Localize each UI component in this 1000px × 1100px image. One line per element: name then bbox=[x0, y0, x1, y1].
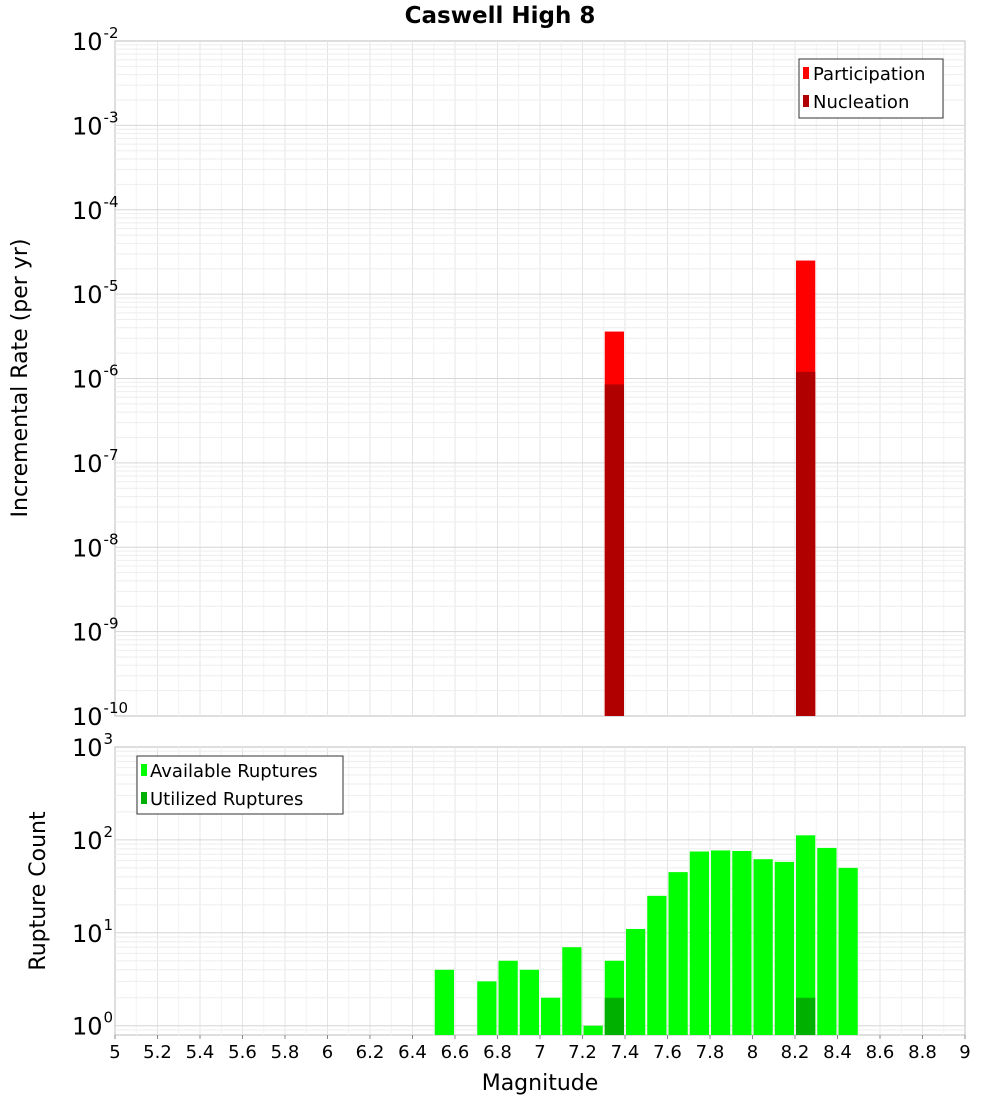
rupture-legend: Available Ruptures Utilized Ruptures bbox=[136, 755, 344, 815]
legend-participation-label: Participation bbox=[813, 64, 925, 85]
x-tick-label: 6.6 bbox=[441, 1042, 470, 1063]
y-tick-label: 10-9 bbox=[72, 615, 119, 647]
x-tick-label: 6.4 bbox=[398, 1042, 427, 1063]
y-tick-label: 10-7 bbox=[72, 446, 119, 478]
rate-plot-grid bbox=[115, 41, 965, 716]
rupture-bar-available-ruptures bbox=[753, 859, 773, 1035]
x-tick-label: 5.2 bbox=[143, 1042, 172, 1063]
x-tick-label: 5 bbox=[109, 1042, 120, 1063]
rupture-bar-available-ruptures bbox=[583, 1025, 603, 1035]
y-tick-label: 10-4 bbox=[72, 193, 119, 225]
x-tick-label: 8.8 bbox=[908, 1042, 937, 1063]
y-tick-label: 100 bbox=[72, 1009, 113, 1041]
rupture-bar-available-ruptures bbox=[626, 928, 646, 1035]
y-tick-label: 10-5 bbox=[72, 277, 119, 309]
x-tick-label: 5.4 bbox=[186, 1042, 215, 1063]
rate-bar-nucleation bbox=[604, 384, 624, 716]
rupture-legend-box bbox=[136, 755, 344, 815]
y-tick-label: 10-2 bbox=[72, 24, 119, 56]
x-tick-label: 6.8 bbox=[483, 1042, 512, 1063]
x-tick-label: 6 bbox=[322, 1042, 333, 1063]
x-tick-label: 8.6 bbox=[866, 1042, 895, 1063]
chart-title: Caswell High 8 bbox=[405, 3, 596, 29]
rupture-bar-available-ruptures bbox=[689, 851, 709, 1035]
rate-legend-box bbox=[798, 58, 944, 119]
rupture-bar-available-ruptures bbox=[498, 960, 518, 1035]
rupture-bar-available-ruptures bbox=[562, 947, 582, 1035]
rate-legend: Participation Nucleation bbox=[798, 58, 944, 119]
rupture-count-y-axis-label: Rupture Count bbox=[26, 811, 51, 971]
x-tick-label: 8 bbox=[747, 1042, 758, 1063]
legend-participation-swatch bbox=[803, 67, 809, 79]
rupture-bar-available-ruptures bbox=[541, 997, 561, 1035]
rate-y-axis-label: Incremental Rate (per yr) bbox=[8, 239, 33, 518]
y-tick-label: 101 bbox=[72, 916, 113, 948]
y-tick-label: 10-10 bbox=[72, 699, 128, 731]
x-tick-label: 6.2 bbox=[356, 1042, 385, 1063]
rupture-bar-available-ruptures bbox=[732, 850, 752, 1035]
legend-available-swatch bbox=[141, 764, 147, 776]
y-tick-label: 10-3 bbox=[72, 108, 119, 140]
rupture-bar-utilized-ruptures bbox=[604, 997, 624, 1035]
x-tick-label: 7 bbox=[534, 1042, 545, 1063]
y-tick-label: 10-8 bbox=[72, 530, 119, 562]
rupture-bar-available-ruptures bbox=[838, 867, 858, 1035]
y-tick-label: 102 bbox=[72, 823, 113, 855]
rupture-bar-available-ruptures bbox=[711, 850, 731, 1035]
rupture-bar-available-ruptures bbox=[477, 981, 497, 1035]
x-tick-label: 7.4 bbox=[611, 1042, 640, 1063]
rupture-bar-utilized-ruptures bbox=[796, 997, 816, 1035]
legend-nucleation-label: Nucleation bbox=[813, 92, 909, 113]
rate-y-ticks: 10-2 10-3 10-4 10-5 10-6 10-7 10-8 10-9 10-10 bbox=[72, 24, 128, 731]
rupture-bar-available-ruptures bbox=[647, 895, 667, 1035]
x-tick-label: 8.2 bbox=[781, 1042, 810, 1063]
rupture-bar-available-ruptures bbox=[817, 847, 837, 1035]
x-tick-label: 7.8 bbox=[696, 1042, 725, 1063]
rate-plot-bars bbox=[604, 260, 816, 716]
legend-utilized-swatch bbox=[141, 792, 147, 804]
x-tick-label: 5.8 bbox=[271, 1042, 300, 1063]
rupture-bar-available-ruptures bbox=[796, 835, 816, 1035]
rate-plot-panel: 10-2 10-3 10-4 10-5 10-6 10-7 10-8 10-9 10-10 bbox=[72, 24, 966, 731]
rupture-bar-available-ruptures bbox=[774, 861, 794, 1035]
rupture-count-bars bbox=[434, 835, 858, 1035]
x-tick-label: 8.4 bbox=[823, 1042, 852, 1063]
legend-nucleation-swatch bbox=[803, 95, 809, 107]
magnitude-x-ticks: 5 5.2 5.4 5.6 5.8 6 6.2 6.4 6.6 6.8 7 7.2 7.4 7.6 7.8 8… bbox=[109, 1035, 971, 1063]
x-tick-label: 9 bbox=[959, 1042, 970, 1063]
rupture-bar-available-ruptures bbox=[519, 969, 539, 1035]
legend-utilized-label: Utilized Ruptures bbox=[150, 789, 303, 810]
magnitude-x-axis-label: Magnitude bbox=[482, 1071, 599, 1096]
rupture-bar-available-ruptures bbox=[668, 872, 688, 1035]
x-tick-label: 7.2 bbox=[568, 1042, 597, 1063]
x-tick-label: 5.6 bbox=[228, 1042, 257, 1063]
legend-available-label: Available Ruptures bbox=[150, 761, 318, 782]
x-tick-label: 7.6 bbox=[653, 1042, 682, 1063]
rupture-bar-available-ruptures bbox=[434, 969, 454, 1035]
rupture-count-y-ticks: 103 102 101 100 bbox=[72, 730, 113, 1041]
y-tick-label: 103 bbox=[72, 730, 113, 762]
rate-bar-nucleation bbox=[796, 371, 816, 716]
y-tick-label: 10-6 bbox=[72, 362, 119, 394]
